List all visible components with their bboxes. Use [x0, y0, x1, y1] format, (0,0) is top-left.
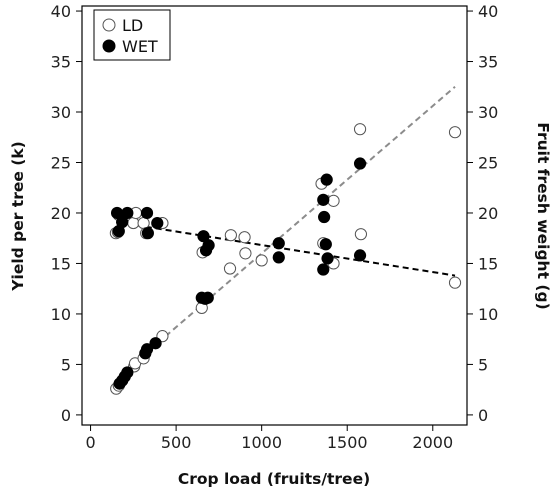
y-left-tick-label: 20 — [51, 204, 71, 223]
y-left-tick-label: 0 — [61, 406, 71, 425]
y-left-tick-label: 35 — [51, 53, 71, 72]
ld-point — [127, 216, 140, 230]
y-right-tick-label: 35 — [478, 53, 498, 72]
x-axis: 0 500 1000 1500 2000 — [85, 425, 453, 452]
wet-point — [353, 249, 367, 262]
wet-point — [201, 291, 214, 304]
wet-point — [272, 237, 285, 250]
y-axis-left: 0 5 10 15 20 25 30 35 40 — [51, 2, 82, 425]
x-tick-label: 1500 — [327, 433, 368, 452]
data-points — [109, 123, 462, 395]
ld-point — [224, 229, 237, 242]
wet-point — [321, 252, 334, 265]
ld-point — [448, 276, 462, 289]
y-right-tick-label: 20 — [478, 204, 498, 223]
x-tick-label: 500 — [161, 433, 192, 452]
legend-label-ld: LD — [122, 16, 143, 35]
x-axis-title: Crop load (fruits/tree) — [178, 470, 370, 488]
y-right-tick-label: 25 — [478, 153, 498, 172]
wet-point — [149, 337, 162, 350]
y-left-tick-label: 10 — [51, 305, 71, 324]
wet-point — [121, 206, 134, 220]
wet-point — [141, 227, 154, 240]
wet-point — [197, 230, 210, 243]
plot-frame — [81, 5, 468, 426]
y-right-tick-label: 15 — [478, 254, 498, 273]
x-tick-label: 2000 — [412, 433, 453, 452]
yield-trend-line — [149, 86, 456, 351]
wet-point — [116, 215, 129, 229]
wet-point — [151, 216, 164, 230]
wet-point — [318, 210, 331, 224]
x-tick-label: 0 — [85, 433, 95, 452]
wet-point — [202, 239, 215, 252]
y-left-tick-label: 15 — [51, 254, 71, 273]
y-axis-right-title: Fruit fresh weight (g) — [534, 122, 550, 309]
wet-point — [353, 157, 367, 170]
y-axis-left-title: Yield per tree (k) — [9, 141, 27, 291]
y-axis-right: 0 5 10 15 20 25 30 35 40 — [467, 2, 498, 425]
y-left-tick-label: 5 — [61, 355, 71, 374]
legend: LD WET — [93, 9, 171, 61]
legend-marker-wet — [102, 39, 116, 53]
wet-point — [317, 263, 330, 276]
ld-point — [223, 262, 237, 275]
ld-point — [448, 126, 462, 139]
y-right-tick-label: 40 — [478, 2, 498, 21]
ld-point — [255, 254, 268, 267]
y-left-tick-label: 30 — [51, 103, 71, 122]
wet-point — [140, 206, 154, 220]
wet-point — [319, 238, 332, 251]
legend-label-wet: WET — [122, 37, 158, 56]
wet-point — [317, 193, 330, 206]
y-right-tick-label: 30 — [478, 103, 498, 122]
y-right-tick-label: 0 — [478, 406, 488, 425]
wet-point — [140, 343, 154, 356]
y-right-tick-label: 10 — [478, 305, 498, 324]
trendlines — [116, 86, 456, 351]
ld-point — [239, 247, 252, 260]
x-tick-label: 1000 — [241, 433, 282, 452]
weight-trend-line — [116, 221, 456, 277]
ld-point — [238, 231, 251, 244]
legend-marker-ld — [102, 18, 116, 32]
y-left-tick-label: 40 — [51, 2, 71, 21]
y-right-tick-label: 5 — [478, 355, 488, 374]
ld-point — [327, 194, 340, 207]
y-left-tick-label: 25 — [51, 153, 71, 172]
wet-point — [121, 366, 134, 379]
wet-point — [272, 251, 285, 264]
ld-point — [353, 123, 367, 136]
wet-point — [320, 173, 333, 186]
ld-point — [354, 228, 368, 241]
ld-point — [137, 216, 150, 230]
